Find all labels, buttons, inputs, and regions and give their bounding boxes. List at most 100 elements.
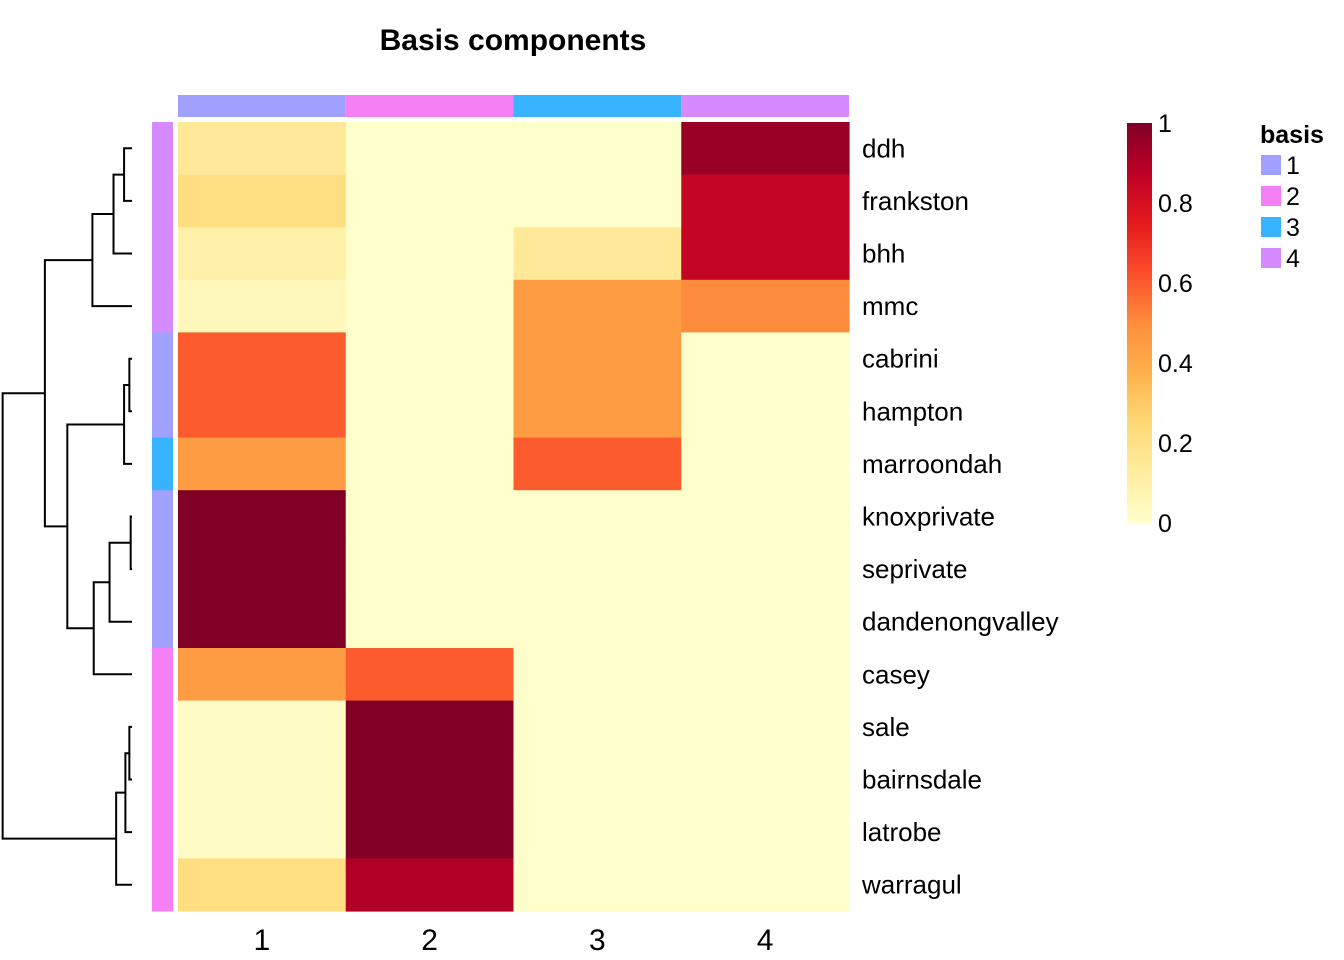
cell-cabrini-1	[178, 332, 347, 386]
cell-hampton-1	[178, 385, 347, 439]
row-dendrogram	[1, 147, 132, 886]
dendrogram-branch	[66, 423, 125, 630]
cell-frankston-1	[178, 174, 347, 228]
colorbar-tick-0.6: 0.6	[1158, 270, 1193, 298]
row-annotation-strip	[152, 122, 173, 912]
row-label-bhh: bhh	[862, 239, 905, 269]
cell-casey-3	[513, 648, 682, 702]
cell-bairnsdale-1	[178, 753, 347, 807]
cell-warragul-1	[178, 858, 347, 912]
row-annotation-bairnsdale	[152, 753, 173, 807]
heatmap-cells	[178, 122, 850, 912]
row-label-mmc: mmc	[862, 291, 918, 321]
dendrogram-branch	[129, 515, 132, 571]
basis-legend-swatch-1	[1261, 155, 1281, 175]
dendrogram-branch	[91, 213, 132, 308]
row-annotation-warragul	[152, 858, 173, 912]
cell-dandenongvalley-1	[178, 595, 347, 649]
cell-sale-3	[513, 700, 682, 754]
cell-seprivate-4	[681, 542, 850, 596]
row-annotation-marroondah	[152, 437, 173, 491]
cell-casey-2	[345, 648, 515, 702]
column-annotation-4	[681, 95, 849, 117]
row-label-marroondah: marroondah	[862, 449, 1002, 479]
cell-marroondah-2	[345, 437, 515, 491]
row-label-dandenongvalley: dandenongvalley	[862, 607, 1059, 637]
column-label-3: 3	[589, 924, 606, 957]
dendrogram-branch	[115, 791, 132, 886]
row-label-hampton: hampton	[862, 396, 963, 426]
row-label-bairnsdale: bairnsdale	[862, 765, 982, 795]
row-annotation-knoxprivate	[152, 490, 173, 544]
chart-title: Basis components	[380, 24, 647, 57]
colorbar-ramp	[1127, 123, 1152, 523]
row-label-warragul: warragul	[861, 870, 962, 900]
row-annotation-bhh	[152, 227, 173, 281]
cell-ddh-2	[345, 122, 515, 176]
cell-ddh-1	[178, 122, 347, 176]
column-labels: 1 2 3 4	[254, 924, 774, 957]
row-annotation-dandenongvalley	[152, 595, 173, 649]
cell-frankston-2	[345, 174, 515, 228]
row-annotation-cabrini	[152, 332, 173, 386]
basis-legend-title: basis	[1260, 121, 1324, 149]
cell-hampton-4	[681, 385, 850, 439]
column-annotation-2	[345, 95, 514, 117]
row-label-knoxprivate: knoxprivate	[862, 502, 995, 532]
cell-bairnsdale-3	[513, 753, 682, 807]
cell-ddh-3	[513, 122, 682, 176]
row-annotation-frankston	[152, 174, 173, 228]
row-label-ddh: ddh	[862, 133, 905, 163]
cell-seprivate-1	[178, 542, 347, 596]
cell-cabrini-3	[513, 332, 682, 386]
cell-warragul-3	[513, 858, 682, 912]
cell-marroondah-1	[178, 437, 347, 491]
cell-cabrini-2	[345, 332, 515, 386]
basis-legend-label-4: 4	[1286, 245, 1300, 273]
cell-knoxprivate-1	[178, 490, 347, 544]
cell-sale-2	[345, 700, 515, 754]
cell-marroondah-3	[513, 437, 682, 491]
cell-frankston-4	[681, 174, 850, 228]
dendrogram-branch	[92, 581, 132, 676]
row-annotation-casey	[152, 648, 173, 702]
row-annotation-ddh	[152, 122, 173, 176]
column-label-1: 1	[254, 924, 271, 957]
cell-mmc-4	[681, 279, 850, 333]
column-annotation-strip	[178, 95, 849, 117]
cell-warragul-4	[681, 858, 850, 912]
cell-warragul-2	[345, 858, 515, 912]
cell-casey-4	[681, 648, 850, 702]
cell-marroondah-4	[681, 437, 850, 491]
row-label-cabrini: cabrini	[862, 344, 939, 374]
dendrogram-branch	[123, 147, 132, 202]
cell-cabrini-4	[681, 332, 850, 386]
cell-frankston-3	[513, 174, 682, 228]
cell-mmc-2	[345, 279, 515, 333]
cell-knoxprivate-3	[513, 490, 682, 544]
basis-legend: basis 1 2 3 4	[1260, 121, 1324, 273]
cell-ddh-4	[681, 122, 850, 176]
cell-sale-1	[178, 700, 347, 754]
cell-seprivate-3	[513, 542, 682, 596]
row-label-seprivate: seprivate	[862, 554, 968, 584]
dendrogram-branch	[1, 392, 117, 840]
row-label-latrobe: latrobe	[862, 817, 942, 847]
dendrogram-branch	[112, 173, 132, 255]
cell-bhh-3	[513, 227, 682, 281]
cell-hampton-3	[513, 385, 682, 439]
row-annotation-sale	[152, 700, 173, 754]
cell-latrobe-2	[345, 805, 515, 859]
basis-legend-label-2: 2	[1286, 183, 1300, 211]
cell-hampton-2	[345, 385, 515, 439]
dendrogram-branch	[123, 384, 132, 465]
basis-legend-swatch-2	[1261, 186, 1281, 206]
colorbar-tick-0.4: 0.4	[1158, 350, 1193, 378]
dendrogram-branch	[128, 357, 132, 413]
colorbar-tick-0.8: 0.8	[1158, 190, 1193, 218]
dendrogram-branch	[108, 541, 132, 623]
cell-latrobe-3	[513, 805, 682, 859]
column-label-4: 4	[757, 924, 774, 957]
cell-bhh-2	[345, 227, 515, 281]
